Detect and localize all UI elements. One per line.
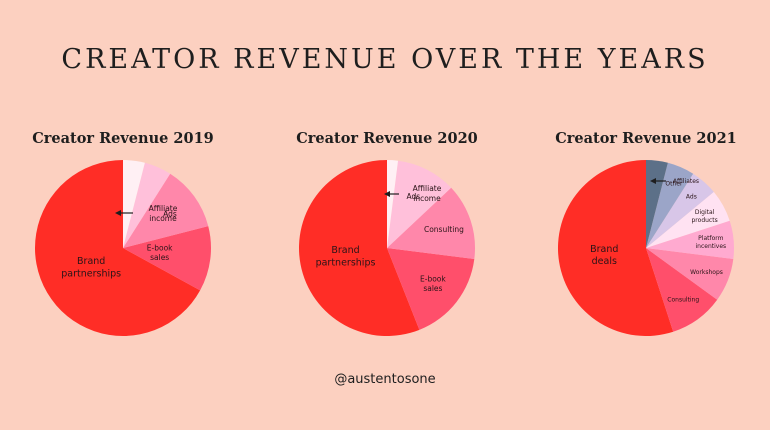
- pie-slice: [34, 160, 201, 336]
- annotation-arrow-head: [115, 210, 121, 216]
- pie-slice: [646, 220, 735, 260]
- slice-label: Consulting: [667, 296, 699, 303]
- pie-slice: [646, 160, 668, 248]
- annotation-arrow-head: [650, 178, 656, 184]
- slice-label: Brand deals: [590, 244, 618, 267]
- pie-slice: [387, 160, 452, 248]
- pie-slice: [387, 248, 475, 330]
- pie-slice: [646, 173, 714, 248]
- pie-slice: [387, 160, 399, 248]
- annotation-arrow-head: [384, 191, 390, 197]
- pie-slice: [646, 248, 734, 300]
- chart-title: Creator Revenue 2021: [555, 130, 737, 147]
- pie-slice: [646, 162, 694, 248]
- pie-slice: [298, 160, 420, 336]
- annotation-label: Affiliate income: [413, 184, 442, 203]
- pie-slice: [123, 160, 145, 248]
- slice-label: Consulting: [424, 225, 464, 234]
- chart-title: Creator Revenue 2019: [32, 130, 214, 147]
- annotation-label: Affiliate income: [149, 204, 178, 223]
- pie-chart-2021: Creator Revenue 2021 Brand deals Consultin…: [526, 126, 766, 346]
- pie-slice: [123, 162, 171, 248]
- pie-chart-2020: Creator Revenue 2020 Brand partnerships E-…: [267, 126, 507, 346]
- pie-slice: [646, 248, 718, 332]
- slice-label: Ads: [407, 192, 421, 201]
- pie-chart-2019: Creator Revenue 2019 Brand partnerships E-…: [3, 126, 243, 346]
- slice-label: E-book sales: [147, 243, 173, 262]
- page-title: CREATOR REVENUE OVER THE YEARS: [61, 44, 709, 75]
- pie-slice: [387, 187, 476, 260]
- pie-slice: [123, 226, 212, 291]
- slice-label: Other: [665, 180, 683, 187]
- author-credit: @austentosone: [334, 372, 436, 387]
- slice-label: Workshops: [690, 269, 723, 276]
- slice-label: Brand partnerships: [316, 245, 376, 268]
- pie-slice: [646, 191, 730, 248]
- pie-2021-svg: Brand deals Consulting Workshops Platform inc…: [557, 160, 735, 336]
- annotation-label: Affiliates: [673, 178, 699, 185]
- pie-slice: [123, 173, 209, 248]
- pie-slice: [557, 160, 674, 336]
- slice-label: Digital products: [692, 209, 718, 224]
- slice-label: Brand partnerships: [61, 256, 121, 279]
- chart-title: Creator Revenue 2020: [296, 130, 478, 147]
- pie-2019-svg: Brand partnerships E-book sales AdsAffiliate…: [34, 160, 212, 336]
- pie-2020-svg: Brand partnerships E-book sales Consulting Ad…: [298, 160, 476, 336]
- slice-label: Ads: [686, 194, 697, 201]
- slice-label: E-book sales: [420, 274, 446, 293]
- slice-label: Platform incentives: [696, 235, 727, 250]
- slice-label: Ads: [163, 209, 177, 218]
